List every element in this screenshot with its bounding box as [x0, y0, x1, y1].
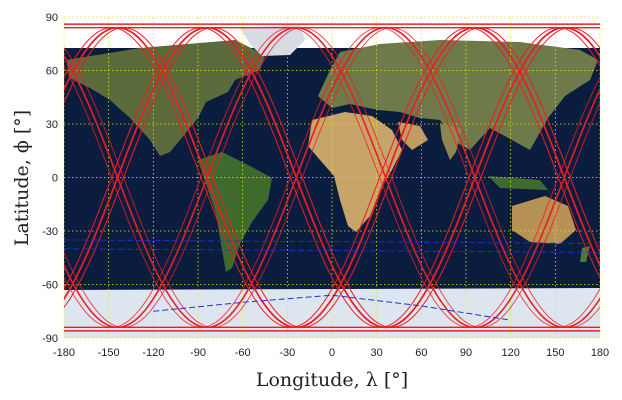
- x-tick-label: 180: [591, 347, 609, 359]
- north-america: [66, 40, 265, 156]
- x-tick-label: -60: [235, 347, 251, 359]
- y-tick-label: -60: [42, 280, 58, 292]
- y-tick-label: 60: [46, 66, 58, 78]
- overlay-track-segment: [64, 248, 600, 253]
- ground-track-curve: [64, 27, 600, 328]
- africa: [308, 112, 402, 232]
- x-tick-label: -90: [190, 347, 206, 359]
- south-america: [198, 152, 272, 272]
- y-tick-label: -90: [42, 333, 58, 345]
- ground-track-curve: [64, 27, 600, 328]
- arabia: [398, 122, 428, 150]
- y-tick-label: 0: [52, 173, 58, 185]
- ground-tracks: [64, 23, 600, 332]
- y-tick-label: -30: [42, 226, 58, 238]
- y-axis-label: Latitude, ϕ [°]: [11, 110, 33, 246]
- x-axis-label: Longitude, λ [°]: [256, 369, 408, 391]
- ground-track-curve: [64, 27, 600, 328]
- x-tick-label: -150: [98, 347, 120, 359]
- ground-track-curve: [64, 27, 600, 328]
- overlay-track-line: [153, 294, 511, 321]
- x-tick-label: -120: [142, 347, 164, 359]
- x-tick-label: 60: [415, 347, 427, 359]
- india: [440, 124, 462, 160]
- y-tick-labels: -90 -60 -30 0 30 60 90: [42, 12, 58, 345]
- overlay-track-segment: [64, 239, 600, 244]
- ground-track-curve: [64, 26, 600, 329]
- x-tick-label: 90: [460, 347, 472, 359]
- x-tick-label: 0: [329, 347, 335, 359]
- australia: [512, 196, 576, 244]
- ground-track-curve: [64, 26, 600, 329]
- ground-track-curve: [64, 27, 600, 328]
- x-tick-label: 30: [371, 347, 383, 359]
- ground-track-curve: [64, 27, 600, 328]
- y-tick-label: 90: [46, 12, 58, 24]
- ground-track-curve: [64, 27, 600, 328]
- indonesia: [488, 176, 548, 190]
- grid-lines: [63, 16, 601, 339]
- ground-track-curve: [64, 27, 600, 328]
- x-tick-labels: -180 -150 -120 -90 -60 -30 0 30 60 90 120 150 180: [53, 347, 609, 359]
- y-tick-label: 30: [46, 119, 58, 131]
- x-tick-label: -30: [279, 347, 295, 359]
- x-tick-label: 120: [501, 347, 519, 359]
- x-tick-label: -180: [53, 347, 75, 359]
- x-tick-label: 150: [546, 347, 564, 359]
- ground-track-curve: [64, 26, 600, 329]
- ground-track-curve: [64, 26, 600, 329]
